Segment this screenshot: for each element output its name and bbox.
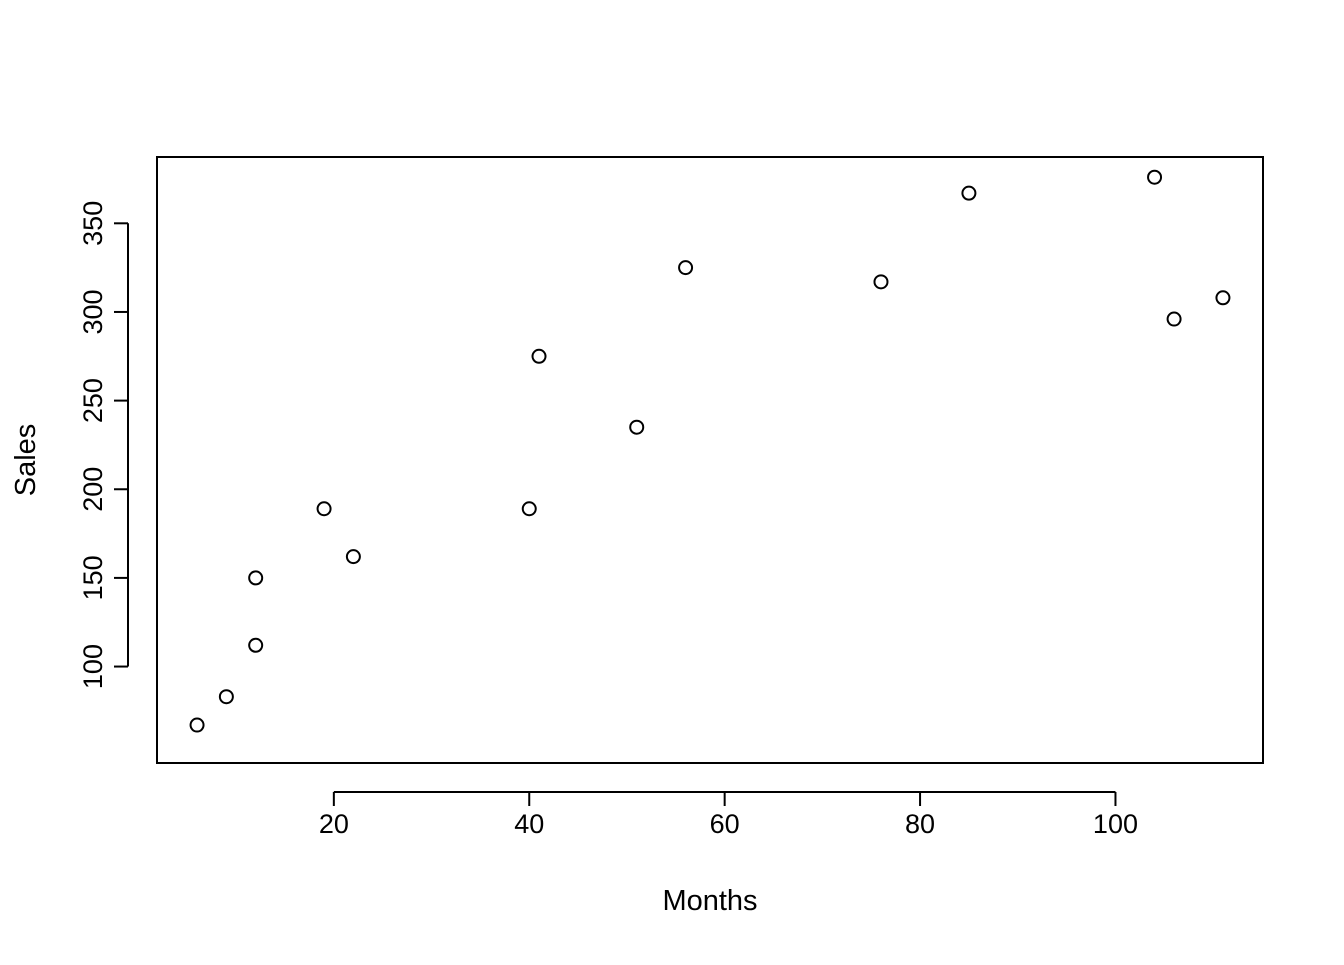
data-point: [961, 185, 977, 201]
y-tick-label: 200: [78, 467, 108, 512]
x-tick-label: 100: [1093, 809, 1138, 839]
plot-frame: [156, 156, 1264, 764]
x-axis-label: Months: [662, 885, 757, 917]
data-point: [629, 419, 645, 435]
x-tick-label: 20: [319, 809, 349, 839]
data-point: [218, 689, 234, 705]
y-tick-label: 250: [78, 378, 108, 423]
x-tick-label: 60: [710, 809, 740, 839]
data-point: [316, 501, 332, 517]
x-axis: 20 40 60 80 100: [319, 791, 1138, 839]
data-point: [873, 274, 889, 290]
data-point: [345, 549, 361, 565]
data-point: [1147, 169, 1163, 185]
y-tick-label: 100: [78, 644, 108, 689]
y-axis-label: Sales: [10, 424, 42, 497]
x-tick-label: 40: [514, 809, 544, 839]
data-point: [248, 570, 264, 586]
data-point: [1166, 311, 1182, 327]
data-point: [189, 717, 205, 733]
y-tick-label: 300: [78, 289, 108, 334]
x-tick-label: 80: [905, 809, 935, 839]
y-tick-label: 150: [78, 555, 108, 600]
data-point: [1215, 290, 1231, 306]
data-point: [248, 637, 264, 653]
y-tick-label: 350: [78, 201, 108, 246]
data-point: [678, 260, 694, 276]
y-axis: 100 150 200 250 300 350: [78, 201, 129, 689]
data-point: [531, 348, 547, 364]
data-points: [189, 169, 1231, 733]
data-point: [521, 501, 537, 517]
